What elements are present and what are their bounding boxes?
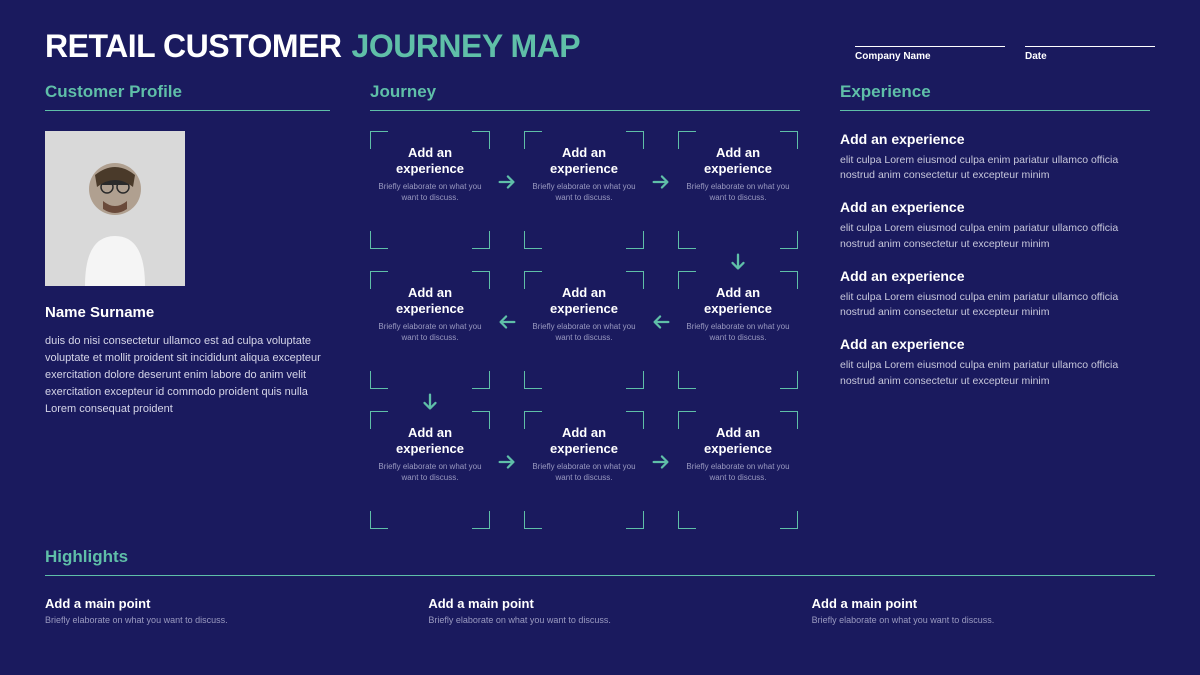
- experience-item-desc: elit culpa Lorem eiusmod culpa enim pari…: [840, 221, 1150, 251]
- divider: [840, 110, 1150, 111]
- journey-column: Journey Add an experience Briefly elabora…: [370, 82, 800, 529]
- arrow-left-icon: [496, 311, 518, 333]
- journey-cell[interactable]: Add an experience Briefly elaborate on wh…: [524, 411, 644, 529]
- arrow-right-icon: [650, 451, 672, 473]
- journey-cell-title: Add an experience: [684, 425, 792, 456]
- journey-cell-title: Add an experience: [530, 285, 638, 316]
- journey-cell-title: Add an experience: [530, 425, 638, 456]
- divider: [45, 575, 1155, 576]
- journey-cell-title: Add an experience: [376, 285, 484, 316]
- journey-cell[interactable]: Add an experience Briefly elaborate on wh…: [524, 271, 644, 389]
- journey-cell-title: Add an experience: [376, 425, 484, 456]
- highlight-item: Add a main point Briefly elaborate on wha…: [45, 596, 388, 625]
- highlight-title: Add a main point: [812, 596, 1155, 611]
- arrow-right-icon: [496, 451, 518, 473]
- highlight-item: Add a main point Briefly elaborate on wha…: [428, 596, 771, 625]
- journey-grid: Add an experience Briefly elaborate on wh…: [370, 131, 800, 529]
- arrow-right-icon: [650, 171, 672, 193]
- meta-fields: Company Name Date: [855, 46, 1155, 62]
- experience-item: Add an experience elit culpa Lorem eiusmo…: [840, 199, 1150, 251]
- profile-name: Name Surname: [45, 304, 330, 321]
- journey-cell-subtitle: Briefly elaborate on what you want to di…: [530, 462, 638, 483]
- date-field[interactable]: Date: [1025, 46, 1155, 62]
- experience-item-title: Add an experience: [840, 131, 1150, 147]
- journey-section-title: Journey: [370, 82, 800, 102]
- journey-cell-subtitle: Briefly elaborate on what you want to di…: [376, 182, 484, 203]
- divider: [370, 110, 800, 111]
- journey-cell[interactable]: Add an experience Briefly elaborate on wh…: [370, 131, 490, 249]
- highlight-subtitle: Briefly elaborate on what you want to di…: [428, 615, 771, 625]
- experience-item: Add an experience elit culpa Lorem eiusmo…: [840, 268, 1150, 320]
- journey-cell[interactable]: Add an experience Briefly elaborate on wh…: [678, 411, 798, 529]
- journey-cell-title: Add an experience: [530, 145, 638, 176]
- profile-section-title: Customer Profile: [45, 82, 330, 102]
- experience-item-desc: elit culpa Lorem eiusmod culpa enim pari…: [840, 358, 1150, 388]
- experience-item-title: Add an experience: [840, 336, 1150, 352]
- journey-cell-title: Add an experience: [684, 145, 792, 176]
- highlights-section-title: Highlights: [45, 547, 1155, 567]
- journey-cell-subtitle: Briefly elaborate on what you want to di…: [530, 322, 638, 343]
- divider: [45, 110, 330, 111]
- title-part2: JOURNEY MAP: [352, 30, 581, 62]
- arrow-down-icon: [727, 251, 749, 273]
- header-row: RETAIL CUSTOMER JOURNEY MAP Company Name…: [45, 30, 1155, 62]
- journey-cell-title: Add an experience: [684, 285, 792, 316]
- main-grid: Customer Profile Name Surname duis do ni…: [45, 82, 1155, 529]
- journey-cell-subtitle: Briefly elaborate on what you want to di…: [376, 322, 484, 343]
- arrow-down-icon: [419, 391, 441, 413]
- journey-wrap: Add an experience Briefly elaborate on wh…: [370, 131, 800, 529]
- highlight-subtitle: Briefly elaborate on what you want to di…: [45, 615, 388, 625]
- company-name-field[interactable]: Company Name: [855, 46, 1005, 62]
- journey-cell-subtitle: Briefly elaborate on what you want to di…: [376, 462, 484, 483]
- highlights-section: Highlights Add a main point Briefly elabo…: [45, 547, 1155, 625]
- experience-item-desc: elit culpa Lorem eiusmod culpa enim pari…: [840, 290, 1150, 320]
- journey-cell-title: Add an experience: [376, 145, 484, 176]
- page-title: RETAIL CUSTOMER JOURNEY MAP: [45, 30, 580, 62]
- journey-cell[interactable]: Add an experience Briefly elaborate on wh…: [370, 411, 490, 529]
- arrow-right-icon: [496, 171, 518, 193]
- profile-column: Customer Profile Name Surname duis do ni…: [45, 82, 330, 529]
- experience-item-title: Add an experience: [840, 268, 1150, 284]
- title-part1: RETAIL CUSTOMER: [45, 30, 342, 62]
- experience-item: Add an experience elit culpa Lorem eiusmo…: [840, 336, 1150, 388]
- highlight-title: Add a main point: [45, 596, 388, 611]
- experience-item-title: Add an experience: [840, 199, 1150, 215]
- experience-list: Add an experience elit culpa Lorem eiusmo…: [840, 131, 1150, 389]
- highlight-subtitle: Briefly elaborate on what you want to di…: [812, 615, 1155, 625]
- experience-item: Add an experience elit culpa Lorem eiusmo…: [840, 131, 1150, 183]
- journey-cell-subtitle: Briefly elaborate on what you want to di…: [684, 182, 792, 203]
- journey-cell[interactable]: Add an experience Briefly elaborate on wh…: [678, 271, 798, 389]
- journey-cell-subtitle: Briefly elaborate on what you want to di…: [530, 182, 638, 203]
- highlight-title: Add a main point: [428, 596, 771, 611]
- highlight-item: Add a main point Briefly elaborate on wha…: [812, 596, 1155, 625]
- profile-description: duis do nisi consectetur ullamco est ad …: [45, 333, 330, 418]
- journey-cell-subtitle: Briefly elaborate on what you want to di…: [684, 322, 792, 343]
- person-photo-placeholder-icon: [45, 131, 185, 286]
- journey-cell[interactable]: Add an experience Briefly elaborate on wh…: [524, 131, 644, 249]
- experience-item-desc: elit culpa Lorem eiusmod culpa enim pari…: [840, 153, 1150, 183]
- journey-cell-subtitle: Briefly elaborate on what you want to di…: [684, 462, 792, 483]
- profile-photo: [45, 131, 185, 286]
- arrow-left-icon: [650, 311, 672, 333]
- journey-cell[interactable]: Add an experience Briefly elaborate on wh…: [370, 271, 490, 389]
- experience-section-title: Experience: [840, 82, 1150, 102]
- highlights-row: Add a main point Briefly elaborate on wha…: [45, 596, 1155, 625]
- experience-column: Experience Add an experience elit culpa L…: [840, 82, 1150, 529]
- journey-cell[interactable]: Add an experience Briefly elaborate on wh…: [678, 131, 798, 249]
